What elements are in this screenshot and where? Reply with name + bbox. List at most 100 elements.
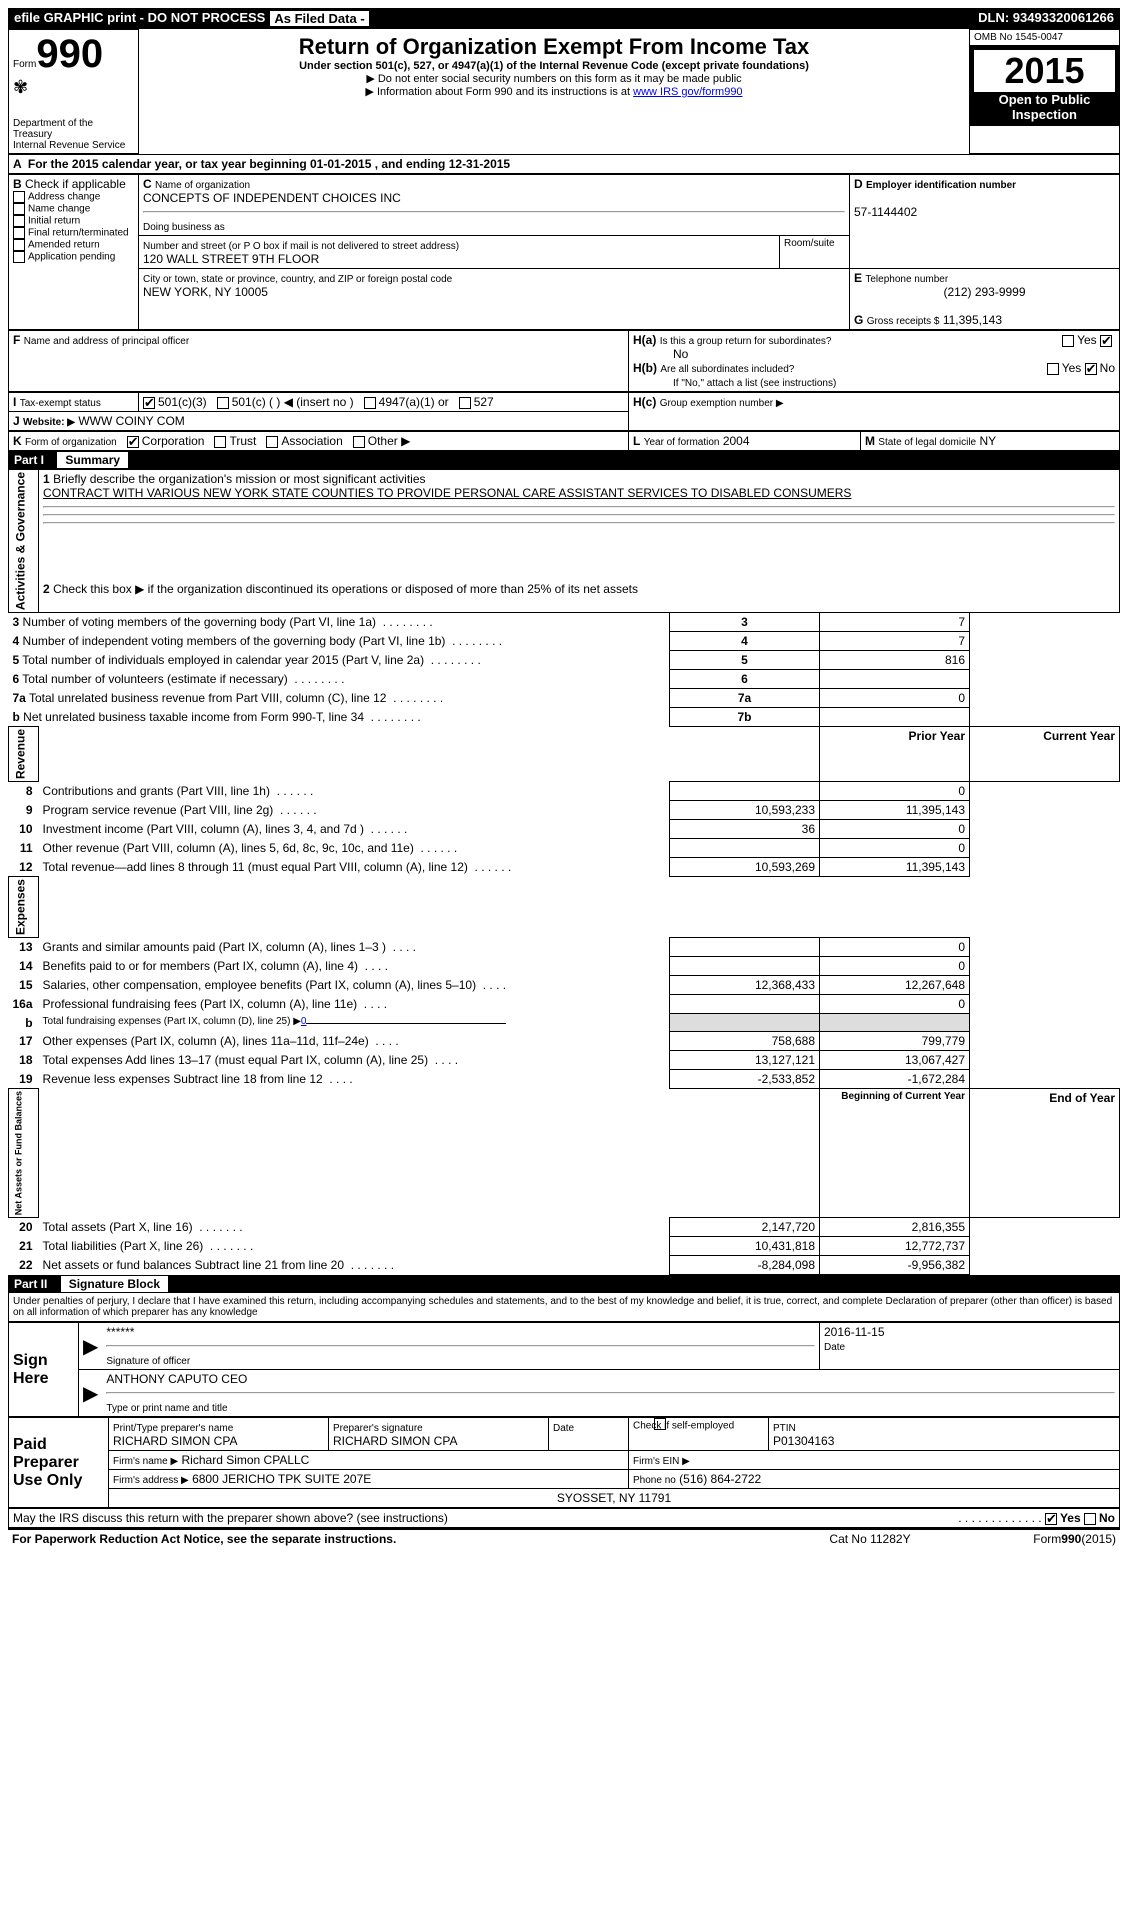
expense-row-17: 17Other expenses (Part IX, column (A), l… [9,1032,1120,1051]
other-check[interactable] [353,436,365,448]
dln: DLN: 93493320061266 [978,10,1114,27]
i-j-block: I Tax-exempt status 501(c)(3) 501(c) ( )… [8,392,1120,431]
expense-row-19: 19Revenue less expenses Subtract line 18… [9,1070,1120,1089]
form-header-table: Form990 ✾ Department of the Treasury Int… [8,29,1120,154]
c-label: Name of organization [155,180,250,191]
527-check[interactable] [459,397,471,409]
netassets-row-21: 21Total liabilities (Part X, line 26) . … [9,1237,1120,1256]
gov-row-7a: 7a Total unrelated business revenue from… [9,689,1120,708]
ha-no[interactable] [1100,335,1112,347]
irs-link[interactable]: www IRS gov/form990 [633,86,742,98]
paid-preparer-block: Paid Preparer Use Only Print/Type prepar… [8,1417,1120,1508]
check-applicable: Check if applicable [25,177,126,191]
subtitle2: ▶ Do not enter social security numbers o… [149,72,959,85]
4947-check[interactable] [364,397,376,409]
city-label: City or town, state or province, country… [143,274,452,285]
cat-no: Cat No 11282Y [770,1530,970,1548]
hb-text: Are all subordinates included? [660,364,794,375]
gross-receipts: 11,395,143 [943,313,1002,327]
revenue-row-11: 11Other revenue (Part VIII, column (A), … [9,839,1120,858]
netassets-label: Net Assets or Fund Balances [9,1089,39,1218]
gov-row-5: 5 Total number of individuals employed i… [9,651,1120,670]
part1-header: Part I Summary [8,451,1120,469]
gov-row-6: 6 Total number of volunteers (estimate i… [9,670,1120,689]
expenses-label: Expenses [9,877,39,938]
domicile: NY [979,434,996,448]
sig-date: 2016-11-15 [824,1325,885,1339]
expense-row-14: 14Benefits paid to or for members (Part … [9,957,1120,976]
revenue-label: Revenue [9,727,39,782]
k-l-m-block: K Form of organization Corporation Trust… [8,431,1120,451]
expense-row-15: 15Salaries, other compensation, employee… [9,976,1120,995]
footer: For Paperwork Reduction Act Notice, see … [8,1530,1120,1548]
hb-yes[interactable] [1047,363,1059,375]
line-a: A For the 2015 calendar year, or tax yea… [9,155,1120,174]
phone: (212) 293-9999 [854,285,1115,299]
m-label: State of legal domicile [878,437,976,448]
addr-label: Number and street (or P O box if mail is… [143,241,459,252]
end-year-header: End of Year [970,1089,1120,1218]
paperwork-notice: For Paperwork Reduction Act Notice, see … [8,1530,770,1548]
sig-officer-label: Signature of officer [106,1356,190,1367]
sig-date-label: Date [824,1342,845,1353]
room-label: Room/suite [780,236,850,269]
dba-label: Doing business as [143,222,225,233]
check-name-change[interactable]: Name change [13,203,134,215]
g-label: Gross receipts $ [867,316,940,327]
firm-city: SYOSSET, NY 11791 [109,1489,1120,1508]
line2: Check this box ▶ if the organization dis… [53,582,638,596]
street-addr: 120 WALL STREET 9TH FLOOR [143,252,319,266]
signature-block: Sign Here ▶ ****** Signature of officer … [8,1322,1120,1417]
e-label: Telephone number [865,274,948,285]
revenue-row-10: 10Investment income (Part VIII, column (… [9,820,1120,839]
ha-yes[interactable] [1062,335,1074,347]
hc-text: Group exemption number ▶ [660,398,784,409]
omb: OMB No 1545-0047 [970,30,1119,46]
501c-check[interactable] [217,397,229,409]
netassets-row-22: 22Net assets or fund balances Subtract l… [9,1256,1120,1275]
part1-table: Activities & Governance 1 Briefly descri… [8,469,1120,1275]
city: NEW YORK, NY 10005 [143,285,268,299]
discuss-no[interactable] [1084,1513,1096,1525]
mission-text: CONTRACT WITH VARIOUS NEW YORK STATE COU… [43,486,851,500]
assoc-check[interactable] [266,436,278,448]
check-application-pending[interactable]: Application pending [13,251,134,263]
preparer-name: RICHARD SIMON CPA [113,1434,237,1448]
year-formation: 2004 [723,434,750,448]
firm-name: Richard Simon CPALLC [182,1453,310,1467]
hb-no[interactable] [1085,363,1097,375]
check-final-return-terminated[interactable]: Final return/terminated [13,227,134,239]
website: WWW COINY COM [78,414,184,428]
preparer-sig: RICHARD SIMON CPA [333,1434,457,1448]
sign-here-label: Sign Here [9,1323,79,1417]
prior-year-header: Prior Year [820,727,970,782]
expense-row-b: bTotal fundraising expenses (Part IX, co… [9,1014,1120,1032]
efile-label: efile GRAPHIC print - DO NOT PROCESS [14,10,265,27]
declaration: Under penalties of perjury, I declare th… [8,1293,1120,1322]
ha-text: Is this a group return for subordinates? [660,336,832,347]
dept-treasury: Department of the Treasury Internal Reve… [13,118,134,151]
as-filed-box: As Filed Data - [269,10,369,27]
check-initial-return[interactable]: Initial return [13,215,134,227]
line1-label: Briefly describe the organization's miss… [53,472,425,486]
gov-row-b: b Net unrelated business taxable income … [9,708,1120,727]
check-amended-return[interactable]: Amended return [13,239,134,251]
discuss-yes[interactable] [1045,1513,1057,1525]
gov-row-4: 4 Number of independent voting members o… [9,632,1120,651]
form-number: 990 [36,32,103,76]
corp-check[interactable] [127,436,139,448]
f-h-block: F Name and address of principal officer … [8,330,1120,392]
sig-stars: ****** [106,1325,134,1339]
org-name: CONCEPTS OF INDEPENDENT CHOICES INC [143,191,401,205]
check-address-change[interactable]: Address change [13,191,134,203]
form-title: Return of Organization Exempt From Incom… [149,34,959,60]
netassets-row-20: 20Total assets (Part X, line 16) . . . .… [9,1218,1120,1237]
gov-label: Activities & Governance [9,470,39,613]
firm-phone: (516) 864-2722 [679,1472,761,1486]
501c3-check[interactable] [143,397,155,409]
revenue-row-9: 9Program service revenue (Part VIII, lin… [9,801,1120,820]
trust-check[interactable] [214,436,226,448]
revenue-row-12: 12Total revenue—add lines 8 through 11 (… [9,858,1120,877]
self-employed-check[interactable] [654,1418,666,1430]
l-label: Year of formation [644,437,720,448]
